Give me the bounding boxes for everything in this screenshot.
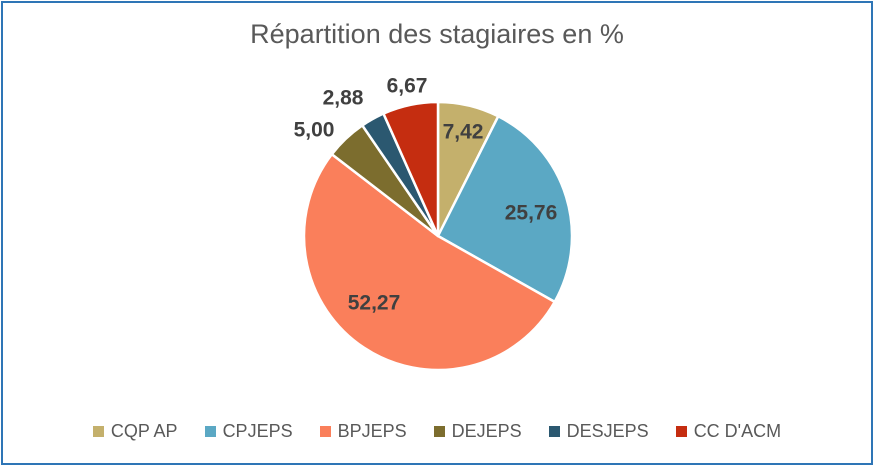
chart-legend: CQP AP CPJEPS BPJEPS DEJEPS DESJEPS CC D'ACM [3,421,871,442]
data-label-bpjeps: 52,27 [348,292,401,315]
legend-item-cqp-ap: CQP AP [92,421,178,442]
legend-swatch [92,426,104,437]
legend-swatch [433,426,445,437]
legend-swatch [548,426,560,437]
legend-label: BPJEPS [337,421,407,441]
legend-swatch [204,426,216,437]
legend-item-cc-d-acm: CC D'ACM [675,421,782,442]
data-label-cc-d-acm: 6,67 [387,75,428,98]
pie-slice-bpjeps [302,152,556,372]
legend-label: CPJEPS [222,421,293,441]
data-label-desjeps: 2,88 [323,87,364,110]
pie-slice-cc-d-acm [382,100,440,238]
data-label-dejeps: 5,00 [294,119,335,142]
legend-label: CQP AP [110,421,178,441]
legend-item-dejeps: DEJEPS [433,421,522,442]
data-label-cqp-ap: 7,42 [443,121,484,144]
chart-title: Répartition des stagiaires en % [250,19,624,49]
data-label-cpjeps: 25,76 [505,202,558,225]
legend-label: DESJEPS [566,421,649,441]
legend-swatch [675,426,687,437]
legend-item-bpjeps: BPJEPS [319,421,407,442]
pie-chart: 7,42 25,76 52,27 5,00 2,88 6,67 [294,75,574,372]
legend-item-desjeps: DESJEPS [548,421,649,442]
legend-swatch [319,426,331,437]
legend-label: CC D'ACM [693,421,782,441]
legend-label: DEJEPS [451,421,522,441]
legend-item-cpjeps: CPJEPS [204,421,293,442]
pie-slice-cpjeps [436,115,574,304]
